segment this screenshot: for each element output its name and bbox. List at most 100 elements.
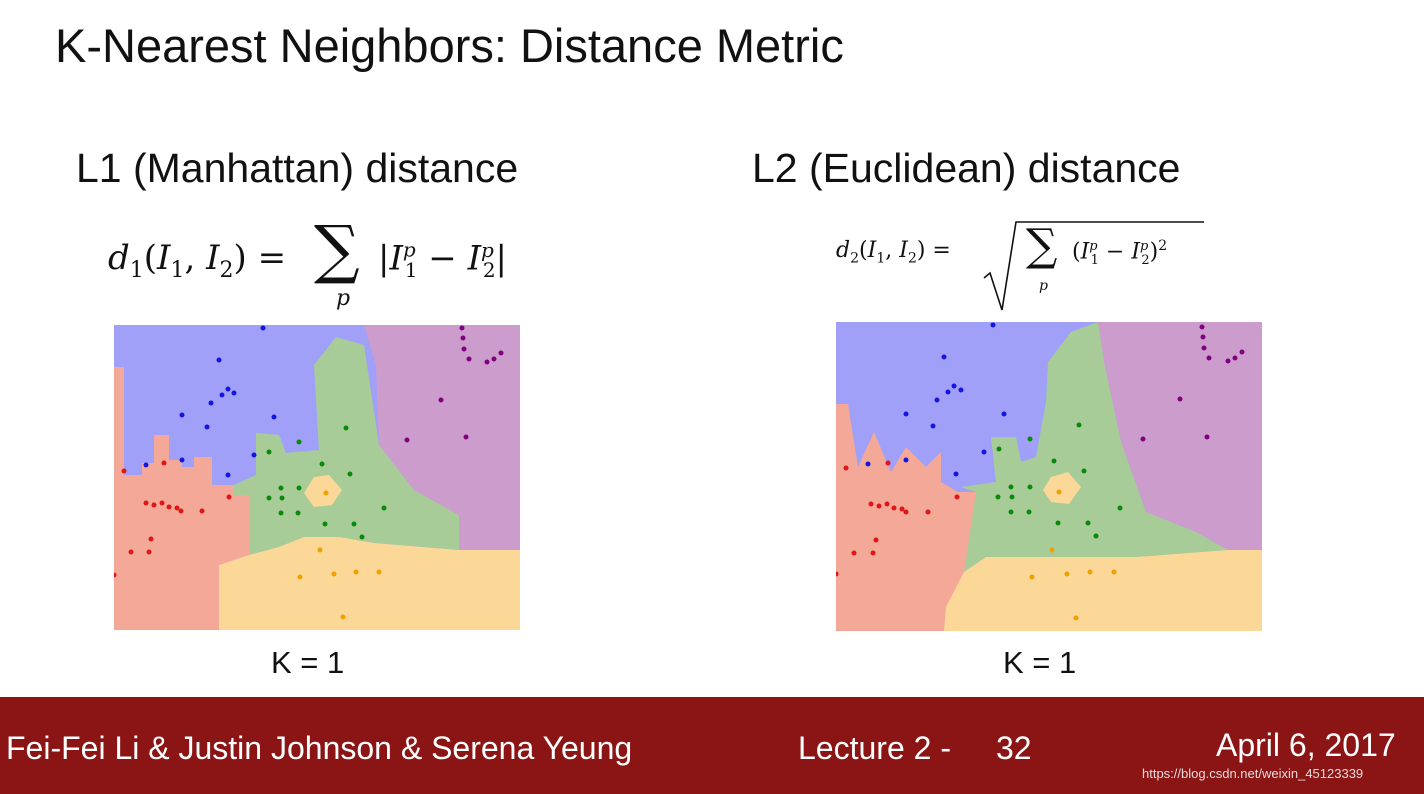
footer-authors: Fei-Fei Li & Justin Johnson & Serena Yeu… xyxy=(6,730,633,766)
data-point xyxy=(251,452,257,458)
data-point xyxy=(463,434,469,440)
data-point xyxy=(323,490,329,496)
data-point xyxy=(225,472,231,478)
data-point xyxy=(460,335,466,341)
region-orange-island xyxy=(304,475,342,507)
data-point xyxy=(1177,396,1183,402)
data-point xyxy=(953,471,959,477)
data-point xyxy=(438,397,444,403)
data-point xyxy=(260,325,266,331)
data-point xyxy=(161,460,167,466)
data-point xyxy=(981,449,987,455)
data-point xyxy=(466,356,472,362)
l1-k-label: K = 1 xyxy=(271,645,345,680)
data-point xyxy=(1201,345,1207,351)
l1-heading: L1 (Manhattan) distance xyxy=(76,145,519,191)
data-point xyxy=(951,383,957,389)
data-point xyxy=(179,412,185,418)
data-point xyxy=(199,508,205,514)
data-point xyxy=(930,423,936,429)
data-point xyxy=(958,387,964,393)
data-point xyxy=(1001,411,1007,417)
data-point xyxy=(340,614,346,620)
data-point xyxy=(404,437,410,443)
data-point xyxy=(1027,484,1033,490)
data-point xyxy=(381,505,387,511)
region-green xyxy=(234,337,459,555)
data-points xyxy=(114,325,504,620)
data-point xyxy=(166,504,172,510)
data-point xyxy=(1009,494,1015,500)
region-orange xyxy=(219,537,520,630)
data-point xyxy=(491,356,497,362)
data-point xyxy=(216,357,222,363)
data-point xyxy=(498,350,504,356)
data-point xyxy=(903,457,909,463)
data-point xyxy=(296,439,302,445)
data-point xyxy=(343,425,349,431)
data-point xyxy=(1051,458,1057,464)
l2-formula: d2(I1, I2) = ∑ p (Ip1 − Ip2)2 xyxy=(836,218,1216,313)
data-point xyxy=(885,460,891,466)
data-point xyxy=(376,569,382,575)
data-point xyxy=(1087,569,1093,575)
data-point xyxy=(1199,324,1205,330)
data-point xyxy=(1026,509,1032,515)
data-point xyxy=(266,495,272,501)
data-point xyxy=(1056,489,1062,495)
data-point xyxy=(319,461,325,467)
data-points xyxy=(836,322,1245,621)
data-point xyxy=(868,501,874,507)
data-point xyxy=(278,510,284,516)
data-point xyxy=(279,495,285,501)
footer-watermark: https://blog.csdn.net/weixin_45123339 xyxy=(1142,766,1364,781)
data-point xyxy=(884,501,890,507)
region-purple xyxy=(364,325,520,550)
data-point xyxy=(851,550,857,556)
data-point xyxy=(1093,533,1099,539)
l2-heading: L2 (Euclidean) distance xyxy=(752,145,1181,191)
data-point xyxy=(876,503,882,509)
region-green xyxy=(961,322,1228,572)
data-point xyxy=(1111,569,1117,575)
slide-footer: Fei-Fei Li & Justin Johnson & Serena Yeu… xyxy=(0,697,1424,794)
region-orange-island xyxy=(1043,472,1081,504)
data-point xyxy=(1073,615,1079,621)
l1-decision-regions-plot xyxy=(114,325,520,630)
region-red xyxy=(114,367,249,630)
data-point xyxy=(1225,358,1231,364)
l2-k-label: K = 1 xyxy=(1003,645,1077,680)
data-point xyxy=(925,509,931,515)
region-purple xyxy=(1098,322,1262,550)
region-red xyxy=(836,404,976,631)
data-point xyxy=(941,354,947,360)
data-point xyxy=(151,502,157,508)
region-orange xyxy=(944,550,1262,631)
data-point xyxy=(1232,355,1238,361)
l2-decision-regions-plot xyxy=(836,322,1262,631)
data-point xyxy=(865,461,871,467)
data-point xyxy=(1064,571,1070,577)
data-point xyxy=(995,494,1001,500)
data-point xyxy=(934,397,940,403)
data-point xyxy=(1055,520,1061,526)
data-point xyxy=(359,534,365,540)
data-point xyxy=(179,457,185,463)
data-point xyxy=(297,574,303,580)
data-point xyxy=(322,521,328,527)
data-point xyxy=(278,485,284,491)
data-point xyxy=(891,505,897,511)
data-point xyxy=(121,468,127,474)
data-point xyxy=(331,571,337,577)
data-point xyxy=(159,500,165,506)
data-point xyxy=(836,571,839,577)
data-point xyxy=(128,549,134,555)
data-point xyxy=(903,411,909,417)
l1-formula: d1(I1, I2) = ∑ p |Ip1 − Ip2| xyxy=(108,213,508,311)
data-point xyxy=(148,536,154,542)
data-point xyxy=(1049,547,1055,553)
data-point xyxy=(353,569,359,575)
data-point xyxy=(351,521,357,527)
data-point xyxy=(208,400,214,406)
data-point xyxy=(1029,574,1035,580)
